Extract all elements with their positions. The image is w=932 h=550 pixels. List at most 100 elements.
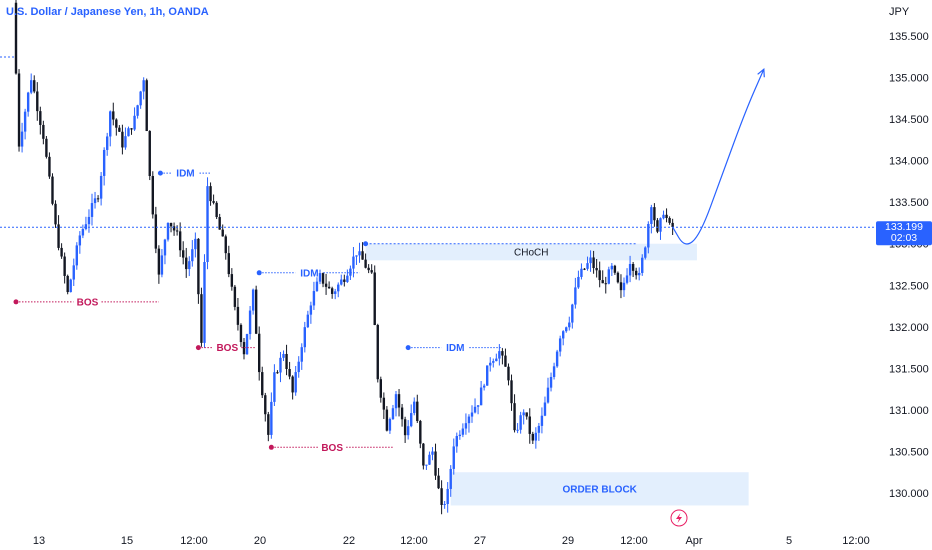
candle-body [513, 403, 516, 431]
candle-body [437, 475, 440, 489]
candle-body [364, 259, 367, 268]
zone-box[interactable] [450, 472, 749, 506]
candle [361, 242, 364, 260]
candle [428, 451, 431, 465]
candle [394, 391, 398, 417]
candle [622, 277, 626, 297]
price-tick-label: 134.500 [889, 114, 929, 126]
candle [543, 396, 547, 417]
candle [595, 258, 598, 278]
candle [197, 238, 200, 304]
candle-body [224, 236, 227, 254]
zone-label: CHoCH [514, 248, 548, 259]
candle [121, 124, 124, 155]
candles-layer [14, 0, 674, 515]
candle [148, 130, 151, 181]
price-axis[interactable]: 135.500135.000134.500134.000133.500133.0… [889, 31, 929, 500]
candle-body [434, 451, 437, 476]
price-tick-label: 131.500 [889, 363, 929, 375]
candle-body [45, 138, 48, 157]
candle [48, 152, 51, 179]
candle [391, 404, 395, 421]
candle-body [552, 366, 556, 377]
chart-title: U.S. Dollar / Japanese Yen, 1h, OANDA [6, 6, 209, 18]
idm-point [256, 270, 262, 276]
price-tick-label: 132.000 [889, 322, 929, 334]
candle-body [592, 257, 595, 269]
candle [659, 217, 662, 240]
candle [20, 122, 24, 153]
candle-body [303, 327, 306, 348]
currency-label: JPY [889, 6, 910, 18]
candle-body [601, 280, 604, 284]
candle [562, 330, 565, 346]
candle-body [504, 355, 507, 367]
candle-body [151, 176, 154, 215]
candle [245, 333, 249, 355]
candle [510, 374, 513, 411]
candle [327, 281, 331, 289]
candle-body [586, 263, 589, 269]
candle [163, 238, 167, 265]
candle [93, 191, 97, 209]
candle-body [376, 325, 379, 380]
price-tick-label: 135.500 [889, 31, 929, 43]
idm-point [157, 170, 163, 176]
candle-body [142, 80, 145, 92]
time-tick-label: 5 [786, 535, 792, 547]
candle [388, 417, 392, 434]
candle [656, 218, 659, 234]
candle-body [419, 420, 422, 444]
candle [258, 326, 261, 381]
candle [619, 274, 623, 299]
candle [449, 465, 452, 497]
time-axis[interactable]: 13 15 12:00 20 22 12:00 27 29 12:00 Apr 5 12:00 [33, 535, 870, 547]
candle [431, 447, 434, 461]
candle [99, 172, 103, 206]
candle-body [337, 284, 340, 292]
candle [616, 271, 620, 284]
candle-body [203, 262, 206, 343]
candle [552, 362, 556, 380]
candle [112, 102, 115, 126]
candle [568, 316, 571, 331]
candle-body [449, 468, 452, 489]
candle [461, 423, 465, 438]
candle [285, 344, 288, 376]
candle-body [400, 407, 404, 420]
candle [437, 468, 440, 490]
candle [118, 125, 121, 133]
candle [425, 464, 428, 471]
candle-body [355, 255, 358, 257]
candle-body [133, 115, 136, 130]
candle-body [522, 412, 525, 416]
candle [264, 392, 267, 422]
time-tick-label: 27 [474, 535, 486, 547]
candle-body [422, 443, 425, 466]
current-price-tag[interactable]: 133.199 02:03 [876, 221, 932, 246]
candle [434, 443, 437, 480]
candle-body [324, 283, 328, 287]
candle-body [276, 372, 279, 374]
candle-body [410, 413, 413, 427]
candle [45, 136, 48, 159]
candle-body [671, 222, 674, 228]
candle-body [476, 405, 480, 407]
candle-body [644, 247, 647, 258]
candle-body [638, 272, 641, 276]
candle-body [394, 394, 398, 409]
candle [522, 409, 525, 425]
candle-body [577, 276, 580, 288]
candle-body [63, 256, 66, 276]
bos-point [195, 345, 201, 351]
zone-box[interactable] [365, 243, 697, 261]
candle-body [361, 251, 364, 260]
candle [458, 430, 462, 440]
forecast-layer [672, 68, 765, 245]
candle [182, 241, 185, 265]
candle-body [118, 127, 121, 132]
candle [492, 358, 495, 368]
alert-bolt-icon[interactable] [670, 509, 688, 527]
candle [66, 274, 69, 295]
